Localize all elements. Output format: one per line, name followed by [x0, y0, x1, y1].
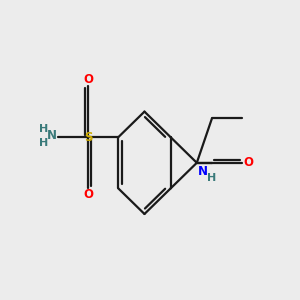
Text: H: H	[206, 173, 216, 183]
Text: H: H	[39, 138, 48, 148]
Text: O: O	[244, 156, 254, 169]
Text: N: N	[47, 129, 57, 142]
Text: O: O	[83, 188, 93, 202]
Text: H: H	[39, 124, 48, 134]
Text: O: O	[83, 73, 93, 86]
Text: N: N	[198, 165, 208, 178]
Text: S: S	[84, 131, 92, 144]
